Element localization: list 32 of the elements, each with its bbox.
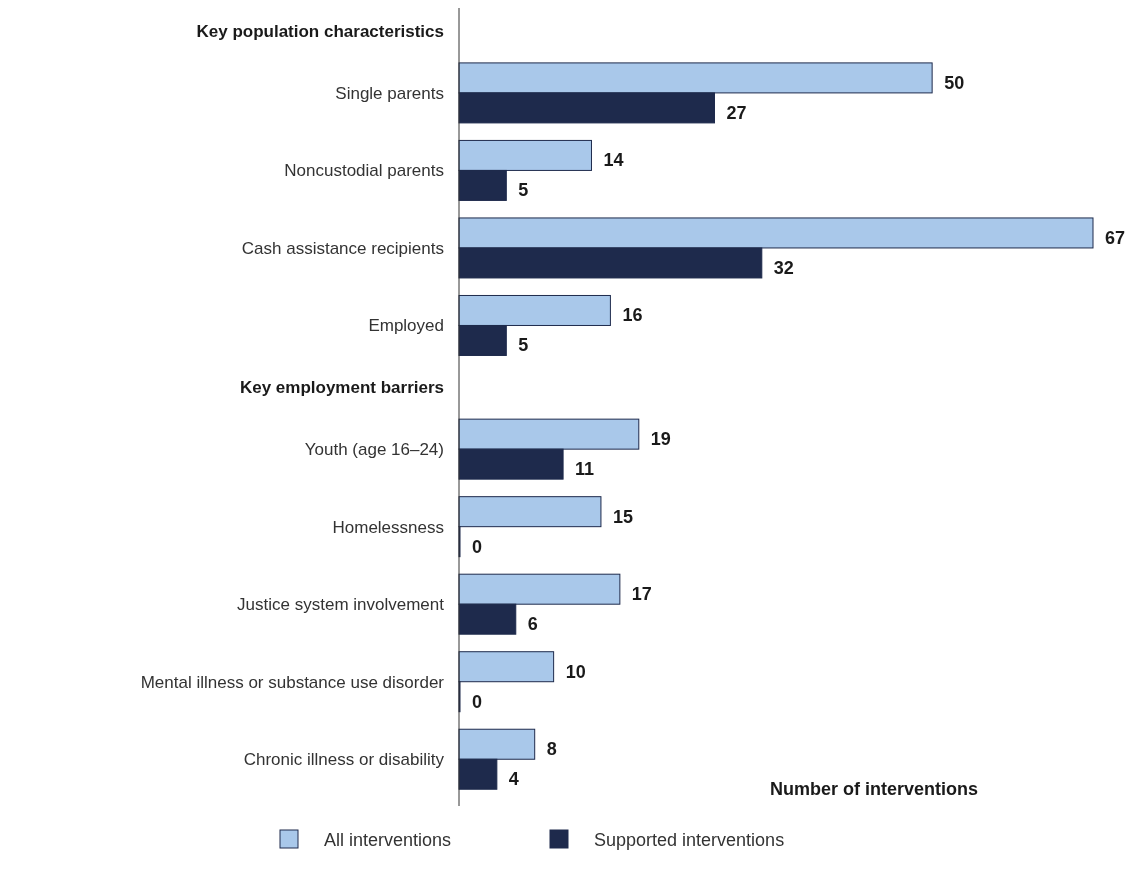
y-tick-label: Key employment barriers xyxy=(239,378,444,398)
data-label: 5 xyxy=(518,180,529,201)
legend-label: Supported interventions xyxy=(594,830,785,850)
data-label: 19 xyxy=(650,429,671,450)
y-tick-label: Single parents xyxy=(335,83,444,103)
y-tick-label: Chronic illness or disability xyxy=(243,750,445,770)
data-label: 10 xyxy=(565,661,586,682)
y-tick-label: Employed xyxy=(368,316,444,336)
data-label: 4 xyxy=(508,769,519,790)
data-label: 5 xyxy=(518,335,529,356)
data-label: 8 xyxy=(546,739,557,760)
data-label: 17 xyxy=(631,584,652,605)
y-tick-label: Youth (age 16–24) xyxy=(304,440,444,460)
data-label: 0 xyxy=(472,536,483,557)
data-label: 6 xyxy=(527,614,538,635)
data-label: 67 xyxy=(1105,227,1126,248)
y-tick-label: Homelessness xyxy=(332,517,444,537)
legend-label: All interventions xyxy=(324,830,452,850)
data-label: 27 xyxy=(726,102,747,123)
y-tick-label: Mental illness or substance use disorder xyxy=(140,672,445,692)
data-label: 11 xyxy=(575,459,595,480)
data-label: 15 xyxy=(612,506,633,527)
data-label: 50 xyxy=(944,72,965,93)
data-label: 16 xyxy=(622,305,643,326)
y-tick-label: Justice system involvement xyxy=(237,595,445,615)
data-label: 14 xyxy=(603,150,624,171)
data-label: 32 xyxy=(773,257,794,278)
y-tick-label: Noncustodial parents xyxy=(284,161,444,181)
y-tick-label: Key population characteristics xyxy=(196,22,444,42)
data-label: 0 xyxy=(472,691,483,712)
x-axis-title: Number of interventions xyxy=(769,779,978,799)
y-tick-label: Cash assistance recipients xyxy=(241,238,444,258)
